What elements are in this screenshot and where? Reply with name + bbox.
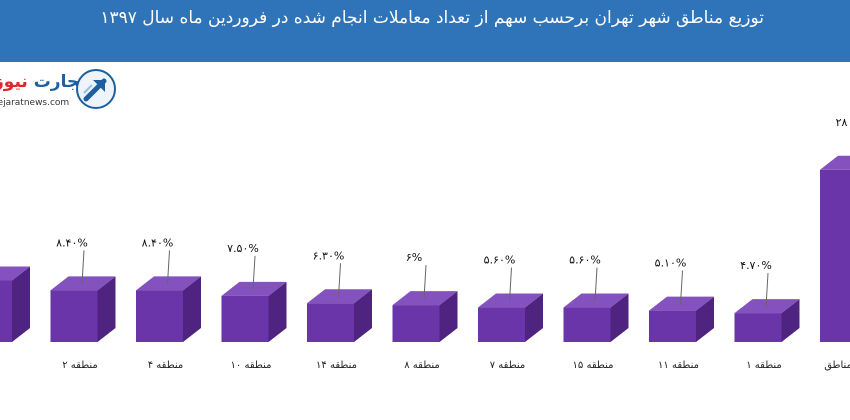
data-label: ۶.۳۰% <box>313 249 345 262</box>
category-label: منطقه ۴ <box>148 360 184 371</box>
label-leader-line <box>252 255 256 290</box>
label-leader-line <box>338 263 341 298</box>
category-label: منطقه ۲ <box>62 360 98 371</box>
logo-brand-accent: نیوز <box>0 72 28 92</box>
category-label: منطقه ۱۵ <box>573 360 614 371</box>
bar-top <box>478 293 543 308</box>
data-label: ۶% <box>406 251 422 264</box>
logo-arrow-icon <box>76 69 116 109</box>
bar <box>820 169 850 342</box>
category-label: منطقه ۸ <box>404 360 440 371</box>
bar <box>392 305 440 342</box>
bar-top <box>136 276 201 291</box>
bar-top <box>820 155 850 170</box>
category-label: منطقه ۷ <box>490 360 526 371</box>
logo-brand: تجارت نیوز <box>0 72 86 92</box>
bar-top <box>50 276 116 291</box>
data-label: ۴.۷۰% <box>740 259 772 272</box>
bar <box>734 313 782 342</box>
bar-side <box>610 293 629 342</box>
bar <box>563 307 611 342</box>
bar-side <box>97 276 116 342</box>
bar-top <box>307 289 372 304</box>
logo-brand-main: تجارت <box>27 72 86 92</box>
category-label: منطقه ۱۴ <box>316 360 357 371</box>
bar-side <box>781 299 800 342</box>
label-leader-line <box>594 267 598 302</box>
bar-top <box>392 291 458 306</box>
logo-site: tejaratnews.com <box>0 98 70 108</box>
bar <box>307 303 354 342</box>
data-label: ۸.۴۰% <box>56 236 88 249</box>
bar <box>478 307 525 342</box>
label-leader-line <box>765 273 769 308</box>
category-label: منطقه ۱۰ <box>231 360 272 371</box>
data-label: ۵.۶۰% <box>484 254 516 267</box>
category-label: منطقه ۱۱ <box>658 360 699 371</box>
bar-side <box>525 293 543 342</box>
chart-title: توزیع مناطق شهر تهران برحسب سهم از تعداد… <box>100 8 764 28</box>
category-label: سایر مناطق <box>824 360 850 371</box>
bar-side <box>12 266 30 342</box>
bar-side <box>439 291 458 342</box>
label-leader-line <box>423 265 427 300</box>
bar-side <box>268 281 287 342</box>
data-label: ۲۸ <box>836 116 848 129</box>
bar <box>136 290 183 342</box>
bar <box>0 280 12 342</box>
data-label: ۸.۴۰% <box>142 236 174 249</box>
data-label: ۵.۶۰% <box>569 254 601 267</box>
bar-top <box>734 299 800 314</box>
label-leader-line <box>509 267 512 302</box>
label-leader-line <box>167 250 170 285</box>
data-label: ۷.۵۰% <box>227 242 259 255</box>
bar-top <box>563 293 629 308</box>
bar-top <box>649 296 714 311</box>
header-bar: توزیع مناطق شهر تهران برحسب سهم از تعداد… <box>0 0 850 62</box>
category-label: منطقه ۱ <box>746 360 782 371</box>
bar-top <box>221 281 287 296</box>
bar <box>221 295 269 342</box>
label-leader-line <box>680 270 683 305</box>
bar-side <box>183 276 201 342</box>
bar <box>649 310 696 342</box>
bar-side <box>354 289 372 342</box>
bar-side <box>696 296 714 342</box>
logo: تجارت نیوز tejaratnews.com <box>0 66 126 118</box>
label-leader-line <box>81 250 85 285</box>
bar-top <box>0 266 30 281</box>
bar <box>50 290 98 342</box>
data-label: ۵.۱۰% <box>655 257 687 270</box>
